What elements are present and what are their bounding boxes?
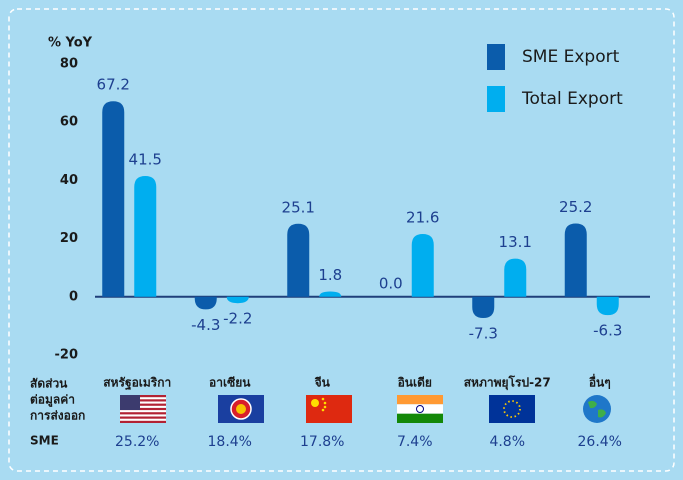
value-label: -7.3 <box>469 325 498 343</box>
bar <box>596 296 619 316</box>
bar <box>319 291 342 297</box>
share-label: 26.4% <box>578 434 622 450</box>
share-label: 25.2% <box>115 434 159 450</box>
flag-us <box>120 395 166 423</box>
bar <box>102 101 125 297</box>
legend-label: SME Export <box>522 47 620 67</box>
value-label: 21.6 <box>406 208 439 226</box>
share-label: 4.8% <box>489 434 525 450</box>
legend-swatch <box>487 86 505 112</box>
share-row-title: สัดส่วน <box>30 377 68 391</box>
share-label: 7.4% <box>397 434 433 450</box>
bar <box>287 223 310 297</box>
share-label: 17.8% <box>300 434 344 450</box>
value-label: -6.3 <box>593 322 622 340</box>
flag-eu <box>489 395 535 423</box>
share-row-title: การส่งออก <box>30 409 85 423</box>
border <box>8 8 675 472</box>
y-tick-label: 0 <box>69 289 78 304</box>
x-tick-label: จีน <box>315 376 331 390</box>
y-tick-label: 40 <box>60 173 78 188</box>
value-label: 0.0 <box>379 274 403 292</box>
bar <box>411 233 434 297</box>
value-label: 25.1 <box>282 198 315 216</box>
legend-label: Total Export <box>521 89 623 109</box>
legend-swatch <box>487 44 505 70</box>
value-label: 67.2 <box>97 76 130 94</box>
globe-icon <box>583 395 611 423</box>
value-label: -2.2 <box>223 310 252 328</box>
y-tick-label: -20 <box>55 348 79 363</box>
x-tick-label: สหภาพยุโรป-27 <box>464 375 551 391</box>
value-label: 13.1 <box>499 233 532 251</box>
share-row-title: SME <box>30 434 59 448</box>
flag-china <box>306 395 352 423</box>
y-tick-label: 80 <box>60 57 78 72</box>
y-tick-label: 20 <box>60 231 78 246</box>
bar <box>472 296 495 319</box>
x-tick-label: สหรัฐอเมริกา <box>103 376 171 391</box>
flag-india <box>397 395 443 423</box>
share-label: 18.4% <box>208 434 252 450</box>
bar <box>226 296 249 304</box>
value-label: 1.8 <box>318 266 342 284</box>
x-tick-label: อินเดีย <box>398 376 432 390</box>
y-axis-label: % YoY <box>48 36 93 51</box>
bar <box>134 176 157 297</box>
value-label: 41.5 <box>129 151 162 169</box>
y-tick-label: 60 <box>60 115 78 130</box>
bar <box>194 296 217 310</box>
x-tick-label: อื่นๆ <box>589 374 611 390</box>
bar <box>564 223 587 297</box>
value-label: 25.2 <box>559 198 592 216</box>
flags <box>120 395 611 423</box>
value-label: -4.3 <box>191 316 220 334</box>
share-row-title: ต่อมูลค่า <box>30 393 75 408</box>
x-tick-label: อาเซียน <box>209 376 251 390</box>
bar <box>504 258 527 297</box>
flag-asean <box>218 395 264 423</box>
